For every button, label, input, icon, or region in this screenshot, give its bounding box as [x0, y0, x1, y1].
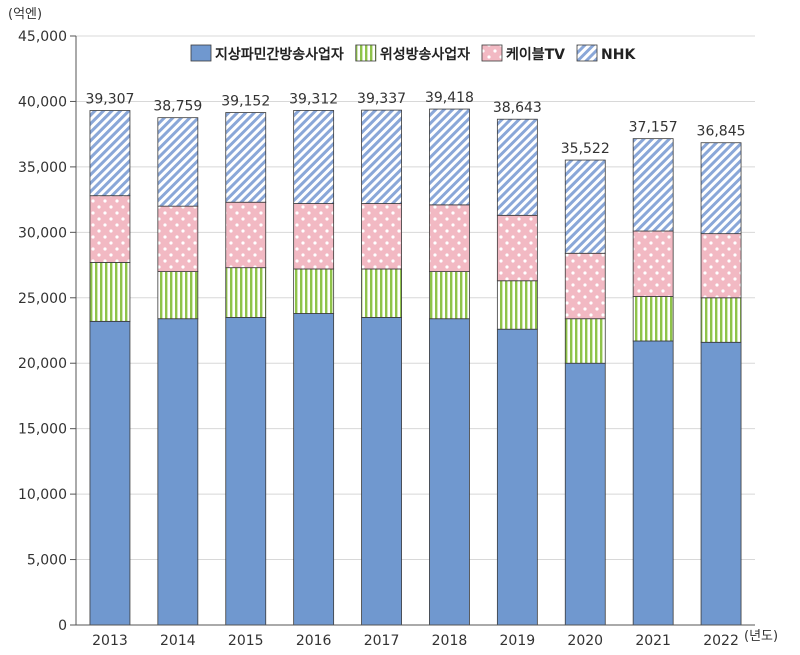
- total-label-2022: 36,845: [697, 124, 746, 140]
- x-tick-label-2019: 2019: [500, 633, 536, 649]
- bar-2020-series-3: [564, 159, 606, 254]
- legend-swatch-3: [576, 44, 598, 62]
- axes: 0 5,000 10,000 15,000 20,000 25,000 30,000 35,0…: [18, 29, 755, 649]
- x-tick-label-2013: 2013: [92, 633, 128, 649]
- bar-stack-2020: 35,522: [561, 141, 610, 626]
- bar-2015-series-2: [225, 201, 267, 269]
- legend-swatch-2: [481, 44, 503, 62]
- bar-2014-series-3: [157, 117, 199, 207]
- total-label-2020: 35,522: [561, 141, 610, 157]
- total-label-2021: 37,157: [629, 120, 678, 136]
- bar-2016-series-1: [293, 268, 335, 314]
- y-tick-label-8: 40,000: [18, 94, 67, 110]
- x-tick-label-2020: 2020: [567, 633, 603, 649]
- bar-2022-series-1: [700, 297, 742, 343]
- y-tick-label-6: 30,000: [18, 225, 67, 241]
- y-tick-label-3: 15,000: [18, 422, 67, 438]
- bar-2014-series-1: [157, 271, 199, 320]
- bar-stack-2014: 38,759: [153, 99, 202, 626]
- y-tick-label-1: 5,000: [27, 553, 67, 569]
- total-label-2014: 38,759: [153, 99, 202, 115]
- bar-2022-series-2: [700, 233, 742, 299]
- y-axis-unit: (억엔): [8, 7, 42, 22]
- y-tick-label-0: 0: [58, 618, 67, 634]
- x-tick-label-2015: 2015: [228, 633, 264, 649]
- bar-2017-series-1: [361, 268, 402, 318]
- bar-2013-series-3: [89, 110, 131, 197]
- bar-2017-series-0: [361, 317, 402, 626]
- total-label-2018: 39,418: [425, 90, 474, 106]
- total-label-2013: 39,307: [85, 92, 134, 108]
- x-tick-label-2022: 2022: [703, 633, 739, 649]
- bar-2022-series-0: [700, 341, 742, 626]
- bar-2015-series-3: [225, 112, 267, 203]
- bar-2020-series-1: [564, 318, 606, 364]
- x-tick-label-2016: 2016: [296, 633, 332, 649]
- y-tick-label-7: 35,000: [18, 160, 67, 176]
- bar-2015-series-0: [225, 317, 267, 626]
- bar-2017-series-2: [361, 203, 402, 270]
- x-tick-label-2017: 2017: [364, 633, 400, 649]
- bar-stack-2016: 39,312: [289, 91, 338, 626]
- bar-2016-series-2: [293, 203, 335, 270]
- bar-2021-series-3: [632, 138, 674, 232]
- bar-2014-series-2: [157, 205, 199, 272]
- bar-stack-2019: 38,643: [493, 100, 542, 626]
- bar-stacks: 39,307 38,759 39,152 39,312 39,337 39,418 38,6…: [85, 90, 746, 626]
- bar-2019-series-2: [496, 214, 538, 282]
- bar-2021-series-0: [632, 340, 674, 626]
- bar-2016-series-3: [293, 110, 335, 204]
- bar-2018-series-1: [429, 271, 470, 320]
- bar-2019-series-3: [496, 118, 538, 216]
- bar-stack-2013: 39,307: [85, 92, 134, 626]
- legend-label-2: 케이블TV: [506, 46, 565, 63]
- total-label-2019: 38,643: [493, 100, 542, 116]
- bar-2014-series-0: [157, 318, 199, 626]
- bar-2016-series-0: [293, 313, 335, 626]
- bar-2013-series-0: [89, 320, 131, 626]
- bar-2013-series-2: [89, 195, 131, 263]
- bar-stack-2018: 39,418: [425, 90, 474, 626]
- bar-2021-series-2: [632, 230, 674, 297]
- bar-2015-series-1: [225, 267, 267, 318]
- bar-2020-series-0: [564, 362, 606, 626]
- bar-stack-2017: 39,337: [357, 91, 406, 626]
- y-tick-label-9: 45,000: [18, 29, 67, 45]
- bar-2019-series-1: [496, 280, 538, 330]
- bar-2021-series-1: [632, 296, 674, 342]
- legend-label-1: 위성방송사업자: [380, 46, 470, 63]
- bar-2017-series-3: [361, 109, 402, 204]
- x-tick-label-2014: 2014: [160, 633, 196, 649]
- bar-2018-series-2: [429, 204, 470, 272]
- total-label-2017: 39,337: [357, 91, 406, 107]
- x-tick-label-2018: 2018: [432, 633, 468, 649]
- legend-label-0: 지상파민간방송사업자: [215, 46, 344, 63]
- total-label-2015: 39,152: [221, 94, 270, 110]
- bar-2018-series-0: [429, 318, 470, 626]
- y-tick-label-2: 10,000: [18, 487, 67, 503]
- legend-swatch-1: [355, 44, 377, 62]
- bar-2013-series-1: [89, 262, 131, 322]
- x-tick-label-2021: 2021: [635, 633, 671, 649]
- legend: 지상파민간방송사업자 위성방송사업자 케이블TV NHK: [190, 44, 636, 63]
- bar-2018-series-3: [429, 108, 470, 206]
- bar-stack-2021: 37,157: [629, 120, 678, 626]
- bar-2020-series-2: [564, 252, 606, 320]
- bar-stack-2022: 36,845: [697, 124, 746, 626]
- bar-2022-series-3: [700, 142, 742, 235]
- legend-swatch-0: [190, 44, 212, 62]
- bar-2019-series-0: [496, 328, 538, 626]
- legend-label-3: NHK: [601, 47, 636, 63]
- total-label-2016: 39,312: [289, 91, 338, 107]
- y-tick-label-4: 20,000: [18, 356, 67, 372]
- y-tick-label-5: 25,000: [18, 291, 67, 307]
- bar-stack-2015: 39,152: [221, 94, 270, 626]
- x-axis-unit: (년도): [744, 629, 778, 644]
